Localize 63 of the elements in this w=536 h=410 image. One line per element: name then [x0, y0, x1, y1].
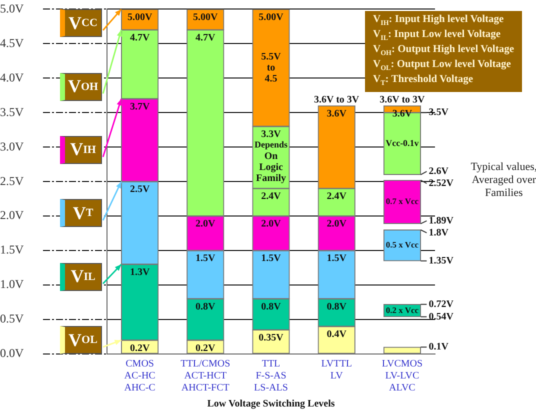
annotation: 1.8V [428, 227, 450, 238]
annotation: 0.7 x Vcc [386, 196, 419, 206]
annotation: V$_{IH}$: Input High level Voltage [373, 14, 505, 30]
data-label: 0.8V [196, 301, 216, 312]
data-label: 3.7V [130, 101, 150, 112]
data-label: 0.8V [326, 301, 348, 312]
y-tick-label: 4.0V [0, 70, 24, 84]
data-label: 2.0V [196, 218, 216, 230]
y-tick-label: 2.5V [0, 174, 24, 188]
annotation: 3.6V to 3V [314, 94, 360, 106]
annotation: 5.5V to 4.5 [261, 51, 282, 84]
data-label: 4.7V [130, 32, 150, 44]
annotation: 3.5V [428, 107, 450, 118]
annotation: Vcc-0.1v [386, 138, 420, 148]
annotation: V$_{OH}$: Output High level Voltage [373, 44, 514, 60]
data-label: 5.00V [127, 12, 153, 23]
annotation: 2.52V [428, 178, 454, 190]
data-label: 3.3V Depends On Logic Family [254, 129, 288, 184]
annotation: V$_{IL}$: Input Low level Voltage [373, 29, 502, 44]
data-label: 1.5V [261, 253, 282, 264]
data-label: 3.6V [326, 108, 348, 120]
data-label: 2.4V [326, 191, 348, 202]
data-label: 5.00V [193, 12, 219, 23]
y-tick-label: 3.5V [0, 104, 24, 119]
data-label: 4.7V [196, 32, 216, 44]
x-tick-label: CMOS AC-HC AHC-C [124, 358, 156, 394]
annotation: 1.89V [428, 215, 454, 226]
annotation: 1.35V [428, 255, 454, 266]
data-label: 0.2V [196, 342, 216, 354]
y-tick-label: 0.5V [0, 312, 24, 326]
data-label: 5.00V [258, 12, 284, 23]
data-label: 0.4V [326, 328, 348, 340]
annotation: 0.54V [428, 311, 454, 322]
data-label: 1.5V [196, 253, 216, 264]
y-tick-label: 0.0V [0, 346, 24, 360]
annotation: 0.2 x Vcc [386, 304, 419, 315]
annotation: 0.1V [428, 342, 450, 353]
data-label: 2.4V [261, 191, 282, 202]
x-tick-label: LVTTL LV [321, 358, 352, 382]
y-tick-label: 3.0V [0, 139, 24, 154]
annotation: 2.6V [428, 166, 450, 178]
x-tick-label: TTL F-S-AS LS-ALS [254, 358, 288, 394]
annotation: V$_{OL}$: Output Low level Voltage [373, 59, 512, 74]
annotation: 3.6V to 3V [380, 94, 426, 106]
x-axis-title: Low Voltage Switching Levels [207, 398, 335, 410]
data-label: 1.3V [130, 266, 150, 278]
x-tick-label: TTL/CMOS ACT-HCT AHCT-FCT [180, 358, 230, 394]
data-label: 2.0V [326, 218, 348, 230]
y-tick-label: 4.5V [0, 36, 24, 50]
data-label: 2.0V [261, 218, 282, 230]
annotation: 0.72V [428, 298, 454, 310]
y-tick-label: 2.0V [0, 208, 24, 222]
annotation: V$_{T}$: Threshold Voltage [373, 74, 474, 90]
data-label: 0.2V [130, 342, 150, 354]
data-label: 0.8V [261, 301, 282, 312]
annotation: 0.5 x Vcc [386, 240, 419, 250]
y-tick-label: 5.0V [0, 1, 24, 16]
data-label: 0.35V [258, 332, 284, 344]
x-tick-label: LVCMOS LV-LVC ALVC [382, 358, 423, 394]
data-label: 2.5V [130, 184, 150, 196]
data-label: 1.5V [326, 253, 348, 264]
y-tick-label: 1.0V [0, 277, 24, 292]
y-tick-label: 1.5V [0, 242, 24, 257]
